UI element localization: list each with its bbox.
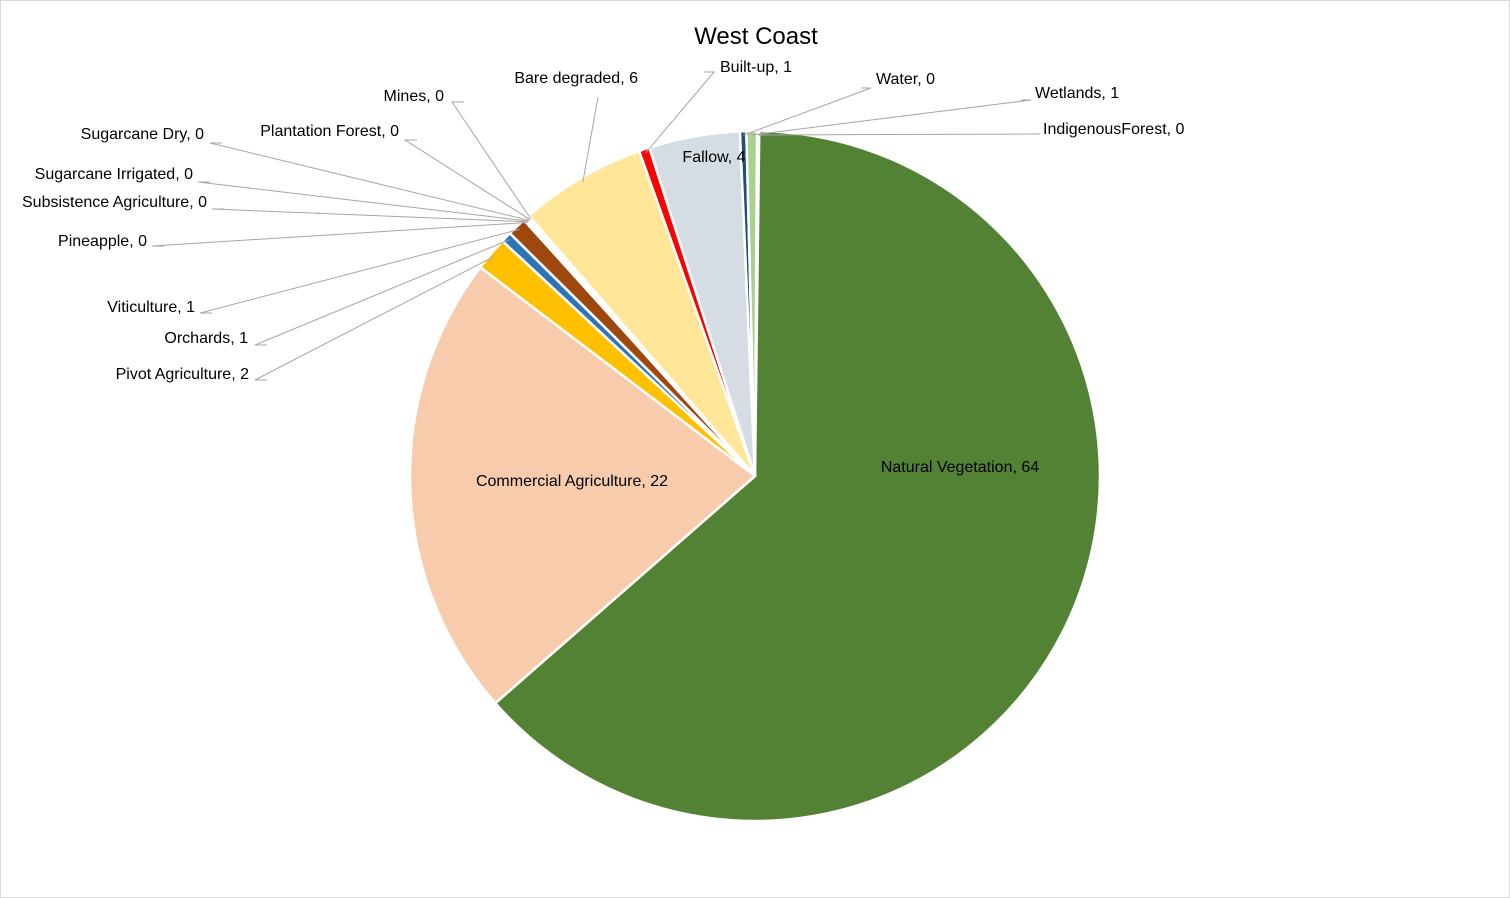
leader-line — [151, 222, 527, 247]
pie-slice-bare-degraded — [526, 149, 757, 477]
leader-line — [403, 139, 531, 221]
leader-line — [758, 133, 1041, 136]
leader-line — [582, 96, 599, 182]
data-label: Sugarcane Dry, 0 — [81, 126, 204, 143]
data-label: Sugarcane Irrigated, 0 — [35, 166, 193, 183]
leader-line — [743, 87, 872, 136]
leader-line — [751, 99, 1032, 136]
data-label: Subsistence Agriculture, 0 — [22, 194, 207, 211]
leader-line — [199, 228, 520, 314]
data-label: Pineapple, 0 — [58, 233, 147, 250]
data-label: Commercial Agriculture, 22 — [476, 473, 668, 490]
data-label: Built-up, 1 — [720, 59, 792, 76]
chart-title: West Coast — [694, 23, 818, 50]
leader-line — [254, 255, 495, 381]
data-label: Natural Vegetation, 64 — [881, 459, 1039, 476]
leader-line — [254, 239, 510, 346]
data-label: Fallow, 4 — [682, 149, 745, 166]
pie-slice-natural-vegetation — [493, 129, 1102, 823]
leader-line — [211, 208, 528, 223]
leader-line — [209, 142, 530, 221]
data-label: Viticulture, 1 — [107, 299, 195, 316]
data-label: Pivot Agriculture, 2 — [116, 366, 250, 383]
data-label: Bare degraded, 6 — [514, 70, 638, 87]
data-label: Plantation Forest, 0 — [260, 123, 399, 140]
data-label: Orchards, 1 — [164, 330, 248, 347]
data-label: Water, 0 — [876, 71, 935, 88]
leader-line — [451, 101, 532, 220]
pie-slice-commercial-agriculture — [408, 265, 757, 705]
data-label: IndigenousForest, 0 — [1043, 121, 1185, 138]
leader-line — [197, 181, 529, 222]
data-label: Wetlands, 1 — [1035, 85, 1119, 102]
data-label: Mines, 0 — [384, 88, 445, 105]
pie-slice-wetlands — [745, 129, 759, 477]
leader-line — [645, 71, 716, 154]
